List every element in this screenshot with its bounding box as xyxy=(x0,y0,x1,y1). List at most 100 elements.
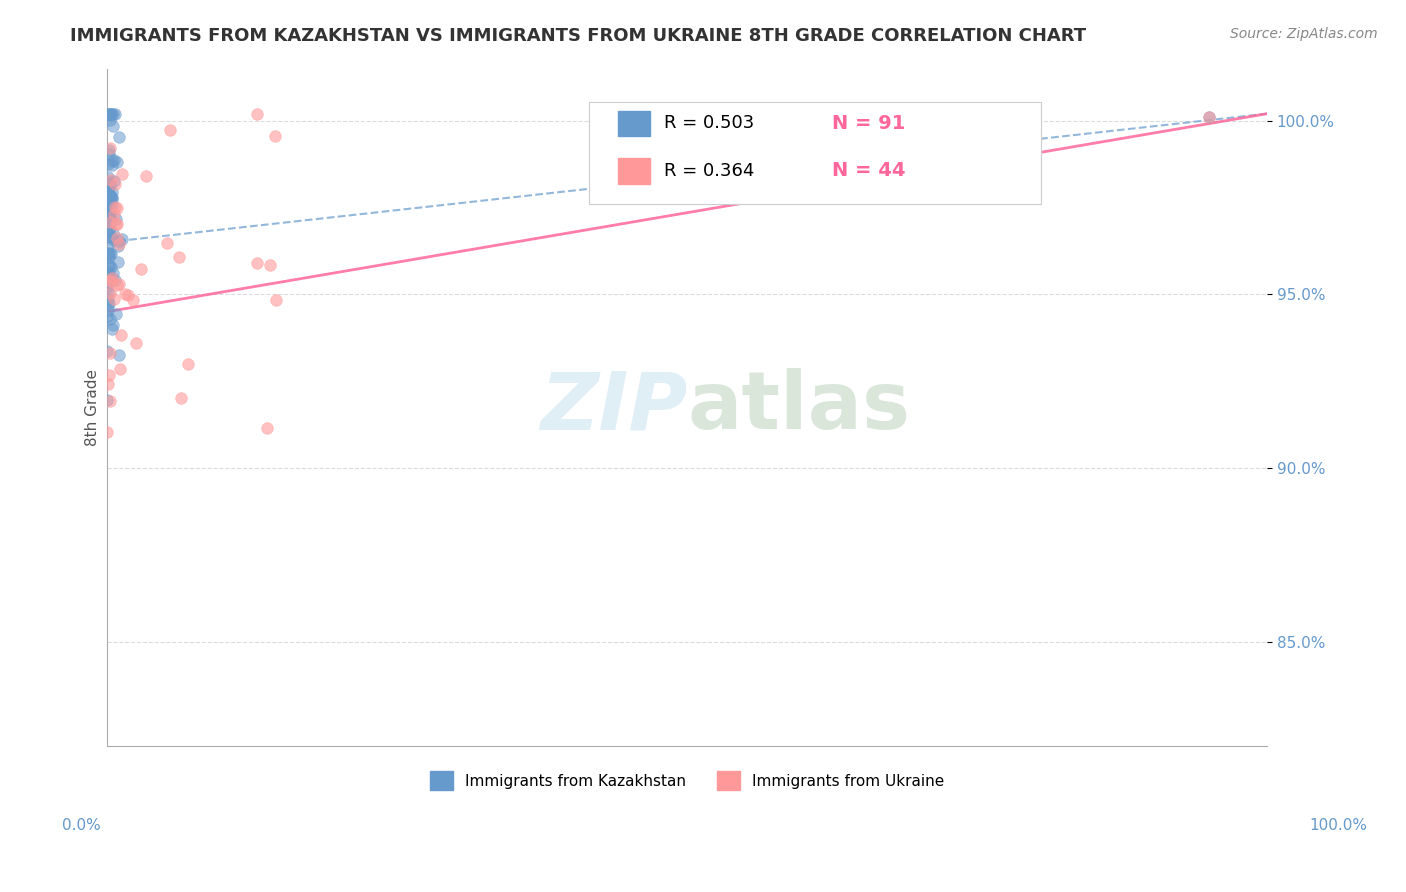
Point xyxy=(98,260,121,274)
Point xyxy=(135,169,157,183)
Point xyxy=(111,167,134,181)
Point xyxy=(100,260,122,275)
Point xyxy=(98,245,121,260)
Point xyxy=(97,106,120,120)
Point xyxy=(104,200,127,214)
Bar xyxy=(617,111,650,136)
Point xyxy=(101,153,124,168)
Point xyxy=(98,178,121,192)
Bar xyxy=(617,158,650,184)
Point xyxy=(101,120,124,134)
Point xyxy=(98,190,121,204)
Point xyxy=(97,213,120,227)
Point xyxy=(97,203,120,218)
Point xyxy=(98,346,121,360)
Point xyxy=(96,425,118,439)
Point xyxy=(97,194,120,208)
Point xyxy=(100,106,122,120)
Point xyxy=(97,296,120,310)
Point xyxy=(97,275,120,289)
Point xyxy=(97,292,120,306)
Text: R = 0.503: R = 0.503 xyxy=(664,114,754,132)
Point xyxy=(105,201,128,215)
Text: 100.0%: 100.0% xyxy=(1309,818,1368,832)
Point xyxy=(98,178,121,192)
Point xyxy=(96,156,118,170)
Point xyxy=(97,250,120,264)
Point xyxy=(97,186,120,200)
Point xyxy=(101,266,124,280)
Point xyxy=(100,190,122,204)
Point xyxy=(100,173,122,187)
Point xyxy=(108,348,131,362)
Point xyxy=(97,204,120,219)
Point xyxy=(97,206,120,220)
Point xyxy=(108,130,131,145)
Text: R = 0.364: R = 0.364 xyxy=(664,161,755,180)
Point xyxy=(98,368,121,383)
Point xyxy=(97,186,120,200)
Point xyxy=(108,277,131,291)
Text: 0.0%: 0.0% xyxy=(62,818,101,832)
Point xyxy=(100,106,122,120)
Point xyxy=(98,274,121,288)
Point xyxy=(101,233,124,247)
Point xyxy=(105,155,128,169)
Point xyxy=(97,188,120,202)
Point xyxy=(105,278,128,293)
Point xyxy=(105,231,128,245)
Point xyxy=(129,261,152,276)
Text: Source: ZipAtlas.com: Source: ZipAtlas.com xyxy=(1230,27,1378,41)
Point xyxy=(100,211,122,225)
Point xyxy=(96,310,118,324)
Point xyxy=(96,279,118,293)
Point xyxy=(107,239,129,253)
Point xyxy=(259,258,281,272)
Point xyxy=(110,327,132,342)
Point xyxy=(107,254,129,268)
Point xyxy=(97,285,120,299)
Text: IMMIGRANTS FROM KAZAKHSTAN VS IMMIGRANTS FROM UKRAINE 8TH GRADE CORRELATION CHAR: IMMIGRANTS FROM KAZAKHSTAN VS IMMIGRANTS… xyxy=(70,27,1087,45)
Point xyxy=(101,271,124,285)
Point xyxy=(101,197,124,211)
Point xyxy=(100,231,122,245)
Point xyxy=(125,335,148,350)
Text: atlas: atlas xyxy=(688,368,910,446)
Point xyxy=(170,392,193,406)
Point xyxy=(97,175,120,189)
Text: N = 91: N = 91 xyxy=(832,114,905,133)
Point xyxy=(96,193,118,207)
Point xyxy=(97,247,120,261)
Point xyxy=(246,106,269,120)
Point xyxy=(114,286,136,301)
Point xyxy=(101,186,124,200)
Point xyxy=(98,198,121,212)
Point xyxy=(103,318,125,332)
Point xyxy=(167,251,190,265)
Point xyxy=(103,226,125,240)
Point xyxy=(100,113,122,128)
Point xyxy=(108,234,131,248)
Point xyxy=(103,174,125,188)
Point xyxy=(101,158,124,172)
FancyBboxPatch shape xyxy=(589,103,1040,204)
Point xyxy=(103,207,125,221)
Point xyxy=(117,288,139,302)
Point xyxy=(97,267,120,281)
Point xyxy=(177,357,200,371)
Point xyxy=(97,296,120,310)
Point xyxy=(97,227,120,241)
Point xyxy=(97,224,120,238)
Point xyxy=(96,265,118,279)
Point xyxy=(105,217,128,231)
Point xyxy=(1198,110,1220,124)
Point xyxy=(96,195,118,210)
Point xyxy=(100,106,122,120)
Legend: Immigrants from Kazakhstan, Immigrants from Ukraine: Immigrants from Kazakhstan, Immigrants f… xyxy=(425,765,950,796)
Point xyxy=(1198,110,1220,124)
Point xyxy=(98,393,121,408)
Point xyxy=(98,312,121,326)
Text: ZIP: ZIP xyxy=(540,368,688,446)
Point xyxy=(97,183,120,197)
Point xyxy=(108,362,131,376)
